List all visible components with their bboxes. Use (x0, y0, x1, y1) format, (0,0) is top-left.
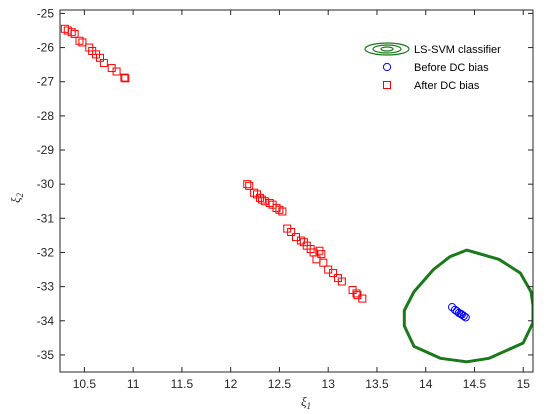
x-tick-label: 12 (224, 377, 238, 391)
classifier-contour-layer (402, 248, 533, 364)
data-point-square (275, 205, 284, 214)
legend-label-after: After DC bias (414, 80, 480, 92)
x-tick-label: 11 (127, 377, 140, 391)
data-point-square (358, 294, 367, 303)
data-point-square (120, 73, 129, 82)
x-tick-label: 13.5 (365, 377, 389, 391)
y-axis-label-main: ξ (8, 197, 23, 203)
data-point-square (70, 29, 79, 38)
axes-frame (59, 9, 534, 373)
x-axis-label-main: ξ (301, 394, 307, 409)
y-tick-label: -25 (37, 6, 55, 20)
data-point-square (112, 67, 121, 76)
data-point-square (329, 268, 338, 277)
x-tick-label: 13 (322, 377, 336, 391)
legend-box (352, 39, 510, 91)
data-point-square (257, 195, 266, 204)
y-axis-label: ξ2 (8, 192, 25, 203)
y-tick-label: -27 (37, 75, 55, 89)
data-point-square (352, 289, 361, 298)
data-point-square (287, 227, 296, 236)
data-point-square (243, 180, 252, 189)
x-tick-label: 14 (419, 377, 433, 391)
x-axis-label-sub: 1 (307, 401, 312, 411)
y-tick-label: -30 (37, 177, 55, 191)
data-point-circle (459, 311, 468, 321)
x-tick-labels: 10.5 11 11.5 12 12.5 13 13.5 14 14.5 15 (73, 377, 531, 391)
data-point-square (278, 207, 287, 216)
data-point-square (337, 277, 346, 286)
data-point-square (250, 188, 259, 197)
legend-item-classifier: LS-SVM classifier (364, 42, 501, 56)
legend: LS-SVM classifier Before DC bias After D… (352, 39, 510, 92)
legend-item-after: After DC bias (383, 80, 480, 92)
legend-circle-marker (382, 62, 392, 72)
legend-contour-symbol (364, 42, 410, 56)
data-point-square (260, 197, 269, 206)
data-point-square (78, 38, 87, 47)
legend-square-marker (383, 81, 391, 89)
x-tick-label: 15 (517, 377, 531, 391)
data-point-square (317, 250, 326, 259)
classifier-boundary (402, 248, 533, 364)
x-tick-label: 12.5 (268, 377, 292, 391)
y-tick-labels: -25 -26 -27 -28 -29 -30 -31 -32 -33 -34 -35 (37, 6, 55, 362)
axes-layer (59, 9, 534, 373)
data-point-circle (461, 313, 470, 322)
legend-label-classifier: LS-SVM classifier (414, 44, 501, 56)
y-tick-label: -34 (37, 314, 55, 328)
data-point-square (121, 74, 130, 83)
data-point-square (245, 181, 254, 190)
legend-label-before: Before DC bias (414, 62, 489, 74)
series-layer (60, 24, 470, 322)
y-axis-label-sub: 2 (15, 192, 25, 197)
series-before-dc-bias (447, 303, 470, 322)
y-tick-label: -32 (37, 245, 55, 259)
y-tick-label: -26 (37, 41, 55, 55)
y-tick-label: -29 (37, 143, 55, 157)
y-tick-label: -31 (37, 211, 55, 225)
legend-item-before: Before DC bias (382, 62, 489, 74)
x-tick-label: 11.5 (171, 377, 194, 391)
data-point-square (296, 236, 305, 245)
y-tick-label: -33 (37, 280, 55, 294)
y-tick-label: -35 (37, 348, 55, 362)
y-tick-label: -28 (37, 109, 55, 123)
series-after-dc-bias (60, 24, 367, 303)
x-axis-label: ξ1 (301, 394, 311, 411)
data-point-square (75, 36, 84, 45)
x-tick-label: 10.5 (73, 377, 97, 391)
data-point-square (67, 28, 76, 37)
data-point-square (99, 58, 108, 67)
data-point-square (319, 258, 328, 267)
x-tick-label: 14.5 (463, 377, 487, 391)
data-point-circle (447, 303, 457, 312)
data-point-square (265, 198, 274, 207)
